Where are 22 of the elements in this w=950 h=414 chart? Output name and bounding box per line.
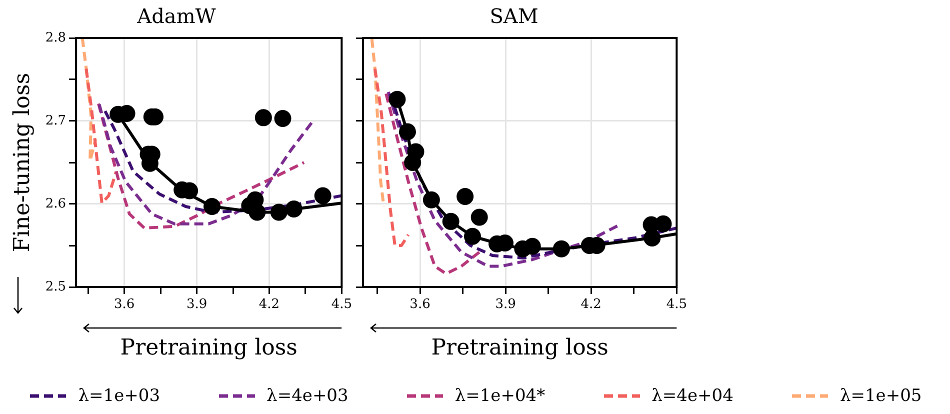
y-tick-label: 2.6 (45, 196, 66, 212)
y-tick-label: 2.7 (45, 113, 66, 128)
x-tick-label: 3.6 (114, 297, 135, 312)
y-tick-label: 2.8 (45, 30, 66, 46)
legend-label: λ=4e+03 (266, 386, 348, 406)
x-tick-label: 3.6 (410, 297, 430, 312)
x-axis-title: Pretraining loss (120, 336, 298, 361)
x-tick-label: 4.2 (580, 297, 602, 312)
legend-label: λ=1e+04* (454, 386, 546, 406)
x-tick-label: 4.5 (331, 297, 352, 312)
legend-label: λ=1e+05 (840, 386, 922, 406)
y-axis-title: Fine-tuning loss (10, 72, 35, 252)
y-tick-label: 2.5 (45, 279, 66, 294)
x-tick-label: 3.9 (495, 297, 516, 312)
chart-title: AdamW (136, 4, 216, 28)
x-tick-label: 4.2 (258, 297, 280, 312)
x-tick-label: 4.5 (666, 297, 688, 312)
x-axis-title: Pretraining loss (431, 336, 608, 361)
legend-label: λ=4e+04 (652, 386, 734, 406)
legend-label: λ=1e+03 (78, 386, 160, 406)
chart-title: SAM (490, 4, 538, 28)
x-tick-label: 3.9 (186, 297, 208, 312)
